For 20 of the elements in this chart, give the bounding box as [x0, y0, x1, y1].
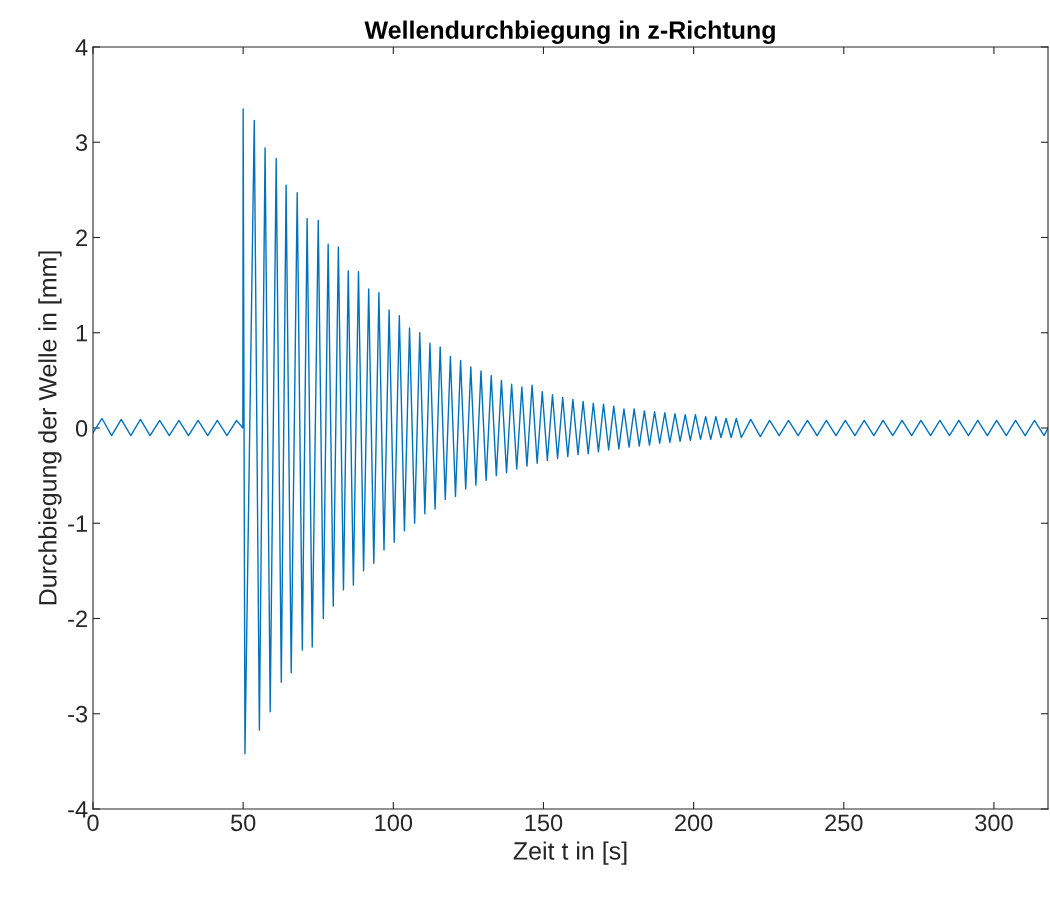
y-tick-label: -2	[68, 610, 87, 628]
y-tick-label: 2	[76, 229, 87, 247]
y-tick-label: -3	[68, 705, 88, 723]
x-tick-label: 250	[825, 814, 863, 832]
x-tick-label: 100	[375, 814, 413, 832]
y-tick-label: 0	[75, 420, 88, 437]
y-tick-label: 3	[75, 134, 88, 152]
x-tick-label: 300	[975, 814, 1013, 832]
y-tick-label: -1	[68, 515, 87, 532]
y-tick-label: -4	[68, 801, 88, 818]
y-tick-label: 1	[76, 325, 87, 342]
x-tick-label: 0	[87, 814, 99, 832]
chart-title: Wellendurchbiegung in z-Richtung	[364, 20, 775, 44]
y-axis-title: Durchbiegung der Welle in [mm]	[38, 251, 62, 605]
x-tick-label: 150	[525, 814, 563, 832]
x-axis-title: Zeit t in [s]	[513, 841, 627, 865]
x-tick-label: 50	[230, 814, 256, 832]
x-tick-label: 200	[675, 814, 713, 832]
line-series	[93, 108, 1048, 755]
y-tick-label: 4	[75, 39, 88, 56]
